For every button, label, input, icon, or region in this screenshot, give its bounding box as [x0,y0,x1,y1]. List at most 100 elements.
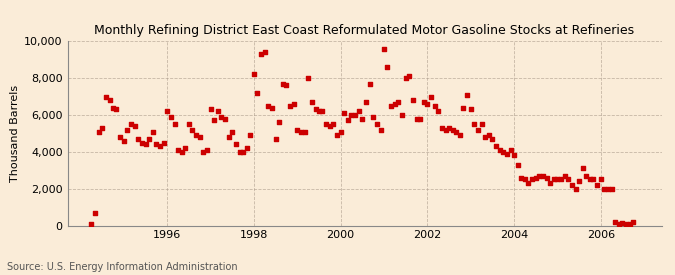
Point [296,129,306,134]
Point [198,150,209,154]
Point [136,140,147,145]
Point [155,144,165,148]
Point [368,115,379,119]
Point [162,109,173,114]
Point [273,120,284,125]
Point [541,175,552,180]
Point [299,129,310,134]
Point [328,122,339,126]
Point [285,103,296,108]
Point [325,124,335,128]
Point [213,109,223,114]
Point [491,144,502,148]
Point [230,142,241,147]
Point [527,177,538,182]
Point [462,92,472,97]
Point [577,166,588,170]
Point [292,128,302,132]
Point [357,116,368,121]
Point [422,102,433,106]
Point [400,76,411,80]
Point [382,65,393,69]
Point [267,105,277,110]
Point [245,133,256,138]
Point [386,103,397,108]
Point [574,179,585,183]
Point [310,107,321,112]
Point [603,186,614,191]
Point [343,118,354,123]
Point [191,133,202,138]
Point [414,116,425,121]
Point [599,186,610,191]
Point [354,109,364,114]
Point [476,122,487,126]
Point [346,113,357,117]
Point [173,148,184,152]
Point [556,177,566,182]
Point [256,52,267,56]
Point [148,129,159,134]
Point [379,46,389,51]
Point [119,139,130,143]
Point [512,163,523,167]
Point [335,129,346,134]
Point [620,221,631,226]
Point [549,177,560,182]
Point [628,220,639,224]
Point [202,148,213,152]
Point [184,122,194,126]
Point [404,74,414,78]
Point [570,186,581,191]
Point [302,76,313,80]
Point [494,148,505,152]
Point [389,102,400,106]
Point [259,50,270,54]
Point [581,174,592,178]
Point [451,129,462,134]
Point [509,153,520,158]
Point [617,221,628,225]
Point [288,102,299,106]
Point [443,126,454,130]
Point [321,122,331,126]
Point [89,210,100,215]
Point [552,177,563,182]
Point [440,128,451,132]
Point [560,174,570,178]
Point [425,94,436,99]
Point [523,181,534,185]
Point [614,221,624,226]
Point [531,175,541,180]
Point [281,83,292,88]
Point [472,128,483,132]
Point [248,72,259,77]
Point [465,107,476,112]
Point [227,129,238,134]
Point [180,146,191,150]
Point [270,137,281,141]
Point [393,100,404,104]
Point [97,126,107,130]
Point [588,177,599,182]
Point [487,137,497,141]
Point [592,183,603,187]
Point [107,105,118,110]
Point [563,177,574,182]
Point [516,175,527,180]
Point [408,98,418,102]
Point [458,105,468,110]
Point [159,140,169,145]
Point [332,133,343,138]
Point [505,148,516,152]
Point [263,103,273,108]
Point [371,122,382,126]
Point [144,137,155,141]
Point [86,221,97,226]
Point [209,118,219,123]
Point [169,122,180,126]
Point [418,100,429,104]
Point [610,220,620,224]
Point [397,113,408,117]
Point [93,129,104,134]
